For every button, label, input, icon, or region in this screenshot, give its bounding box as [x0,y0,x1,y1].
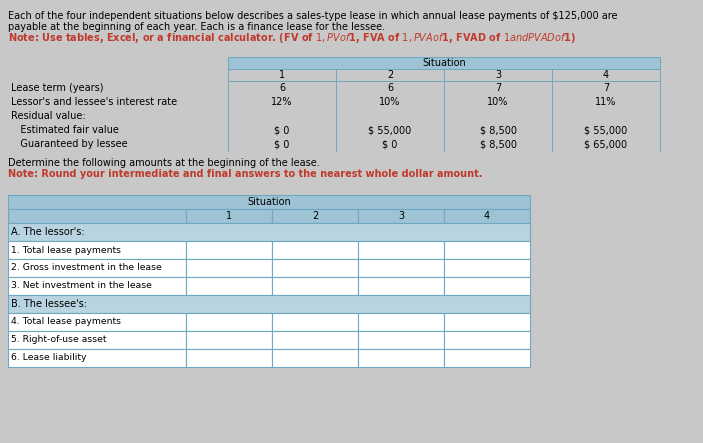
Bar [8,277,186,295]
Bar [186,209,272,223]
Text: Each of the four independent situations below describes a sales-type lease in wh: Each of the four independent situations … [8,11,617,21]
Text: 5. Right-of-use asset: 5. Right-of-use asset [11,335,106,345]
Text: Note: Use tables, Excel, or a financial calculator. (FV of $1, PV of $1, FVA of : Note: Use tables, Excel, or a financial … [8,31,576,45]
Bar [8,295,530,313]
Bar [272,241,358,259]
Bar [186,277,272,295]
Text: 2: 2 [312,211,318,221]
Text: 6. Lease liability: 6. Lease liability [11,354,86,362]
Text: 10%: 10% [380,97,401,107]
Bar [8,241,186,259]
Text: 4: 4 [484,211,490,221]
Text: $ 8,500: $ 8,500 [479,139,517,149]
Bar [186,331,272,349]
Text: Determine the following amounts at the beginning of the lease.: Determine the following amounts at the b… [8,158,320,168]
Bar [272,349,358,367]
Text: Estimated fair value: Estimated fair value [11,125,119,135]
Bar [444,277,530,295]
Text: Situation: Situation [247,197,291,207]
Bar [186,313,272,331]
Bar [358,259,444,277]
Bar [272,313,358,331]
Bar [186,259,272,277]
Text: $ 0: $ 0 [274,125,290,135]
Text: $ 0: $ 0 [274,139,290,149]
Text: $ 8,500: $ 8,500 [479,125,517,135]
Bar [228,57,660,69]
Text: 1. Total lease payments: 1. Total lease payments [11,245,121,254]
Bar [272,259,358,277]
Text: 3: 3 [495,70,501,80]
Text: $ 55,000: $ 55,000 [584,125,628,135]
Bar [186,241,272,259]
Text: Residual value:: Residual value: [11,111,86,121]
Text: $ 0: $ 0 [382,139,398,149]
Text: 1: 1 [226,211,232,221]
Bar [8,259,186,277]
Text: 6: 6 [279,83,285,93]
Text: Lessor's and lessee's interest rate: Lessor's and lessee's interest rate [11,97,177,107]
Text: 3: 3 [398,211,404,221]
Text: 7: 7 [603,83,609,93]
Text: 2: 2 [387,70,393,80]
Bar [444,349,530,367]
Text: 1: 1 [279,70,285,80]
Text: 12%: 12% [271,97,292,107]
Bar [444,241,530,259]
Bar [358,331,444,349]
Bar [358,241,444,259]
Bar [444,259,530,277]
Bar [8,209,186,223]
Bar [358,313,444,331]
Text: Note: Round your intermediate and final answers to the nearest whole dollar amou: Note: Round your intermediate and final … [8,169,482,179]
Text: 6: 6 [387,83,393,93]
Text: 4: 4 [603,70,609,80]
Text: 11%: 11% [595,97,617,107]
Text: 2. Gross investment in the lease: 2. Gross investment in the lease [11,264,162,272]
Bar [8,313,186,331]
Text: A. The lessor's:: A. The lessor's: [11,227,84,237]
Bar [444,209,530,223]
Bar [8,195,530,209]
Text: 7: 7 [495,83,501,93]
Bar [8,331,186,349]
Bar [444,331,530,349]
Text: 10%: 10% [487,97,509,107]
Text: $ 65,000: $ 65,000 [584,139,628,149]
Text: payable at the beginning of each year. Each is a finance lease for the lessee.: payable at the beginning of each year. E… [8,22,385,32]
Bar [8,349,186,367]
Bar [186,349,272,367]
Bar [529,209,531,223]
Text: 4. Total lease payments: 4. Total lease payments [11,318,121,326]
Bar [444,313,530,331]
Bar [272,331,358,349]
Text: Lease term (years): Lease term (years) [11,83,103,93]
Bar [358,277,444,295]
Bar [358,209,444,223]
Bar [358,349,444,367]
Text: Situation: Situation [422,58,466,68]
Text: $ 55,000: $ 55,000 [368,125,412,135]
Bar [272,277,358,295]
Text: 3. Net investment in the lease: 3. Net investment in the lease [11,281,152,291]
Text: B. The lessee's:: B. The lessee's: [11,299,87,309]
Text: Guaranteed by lessee: Guaranteed by lessee [11,139,128,149]
Bar [272,209,358,223]
Bar [8,223,530,241]
